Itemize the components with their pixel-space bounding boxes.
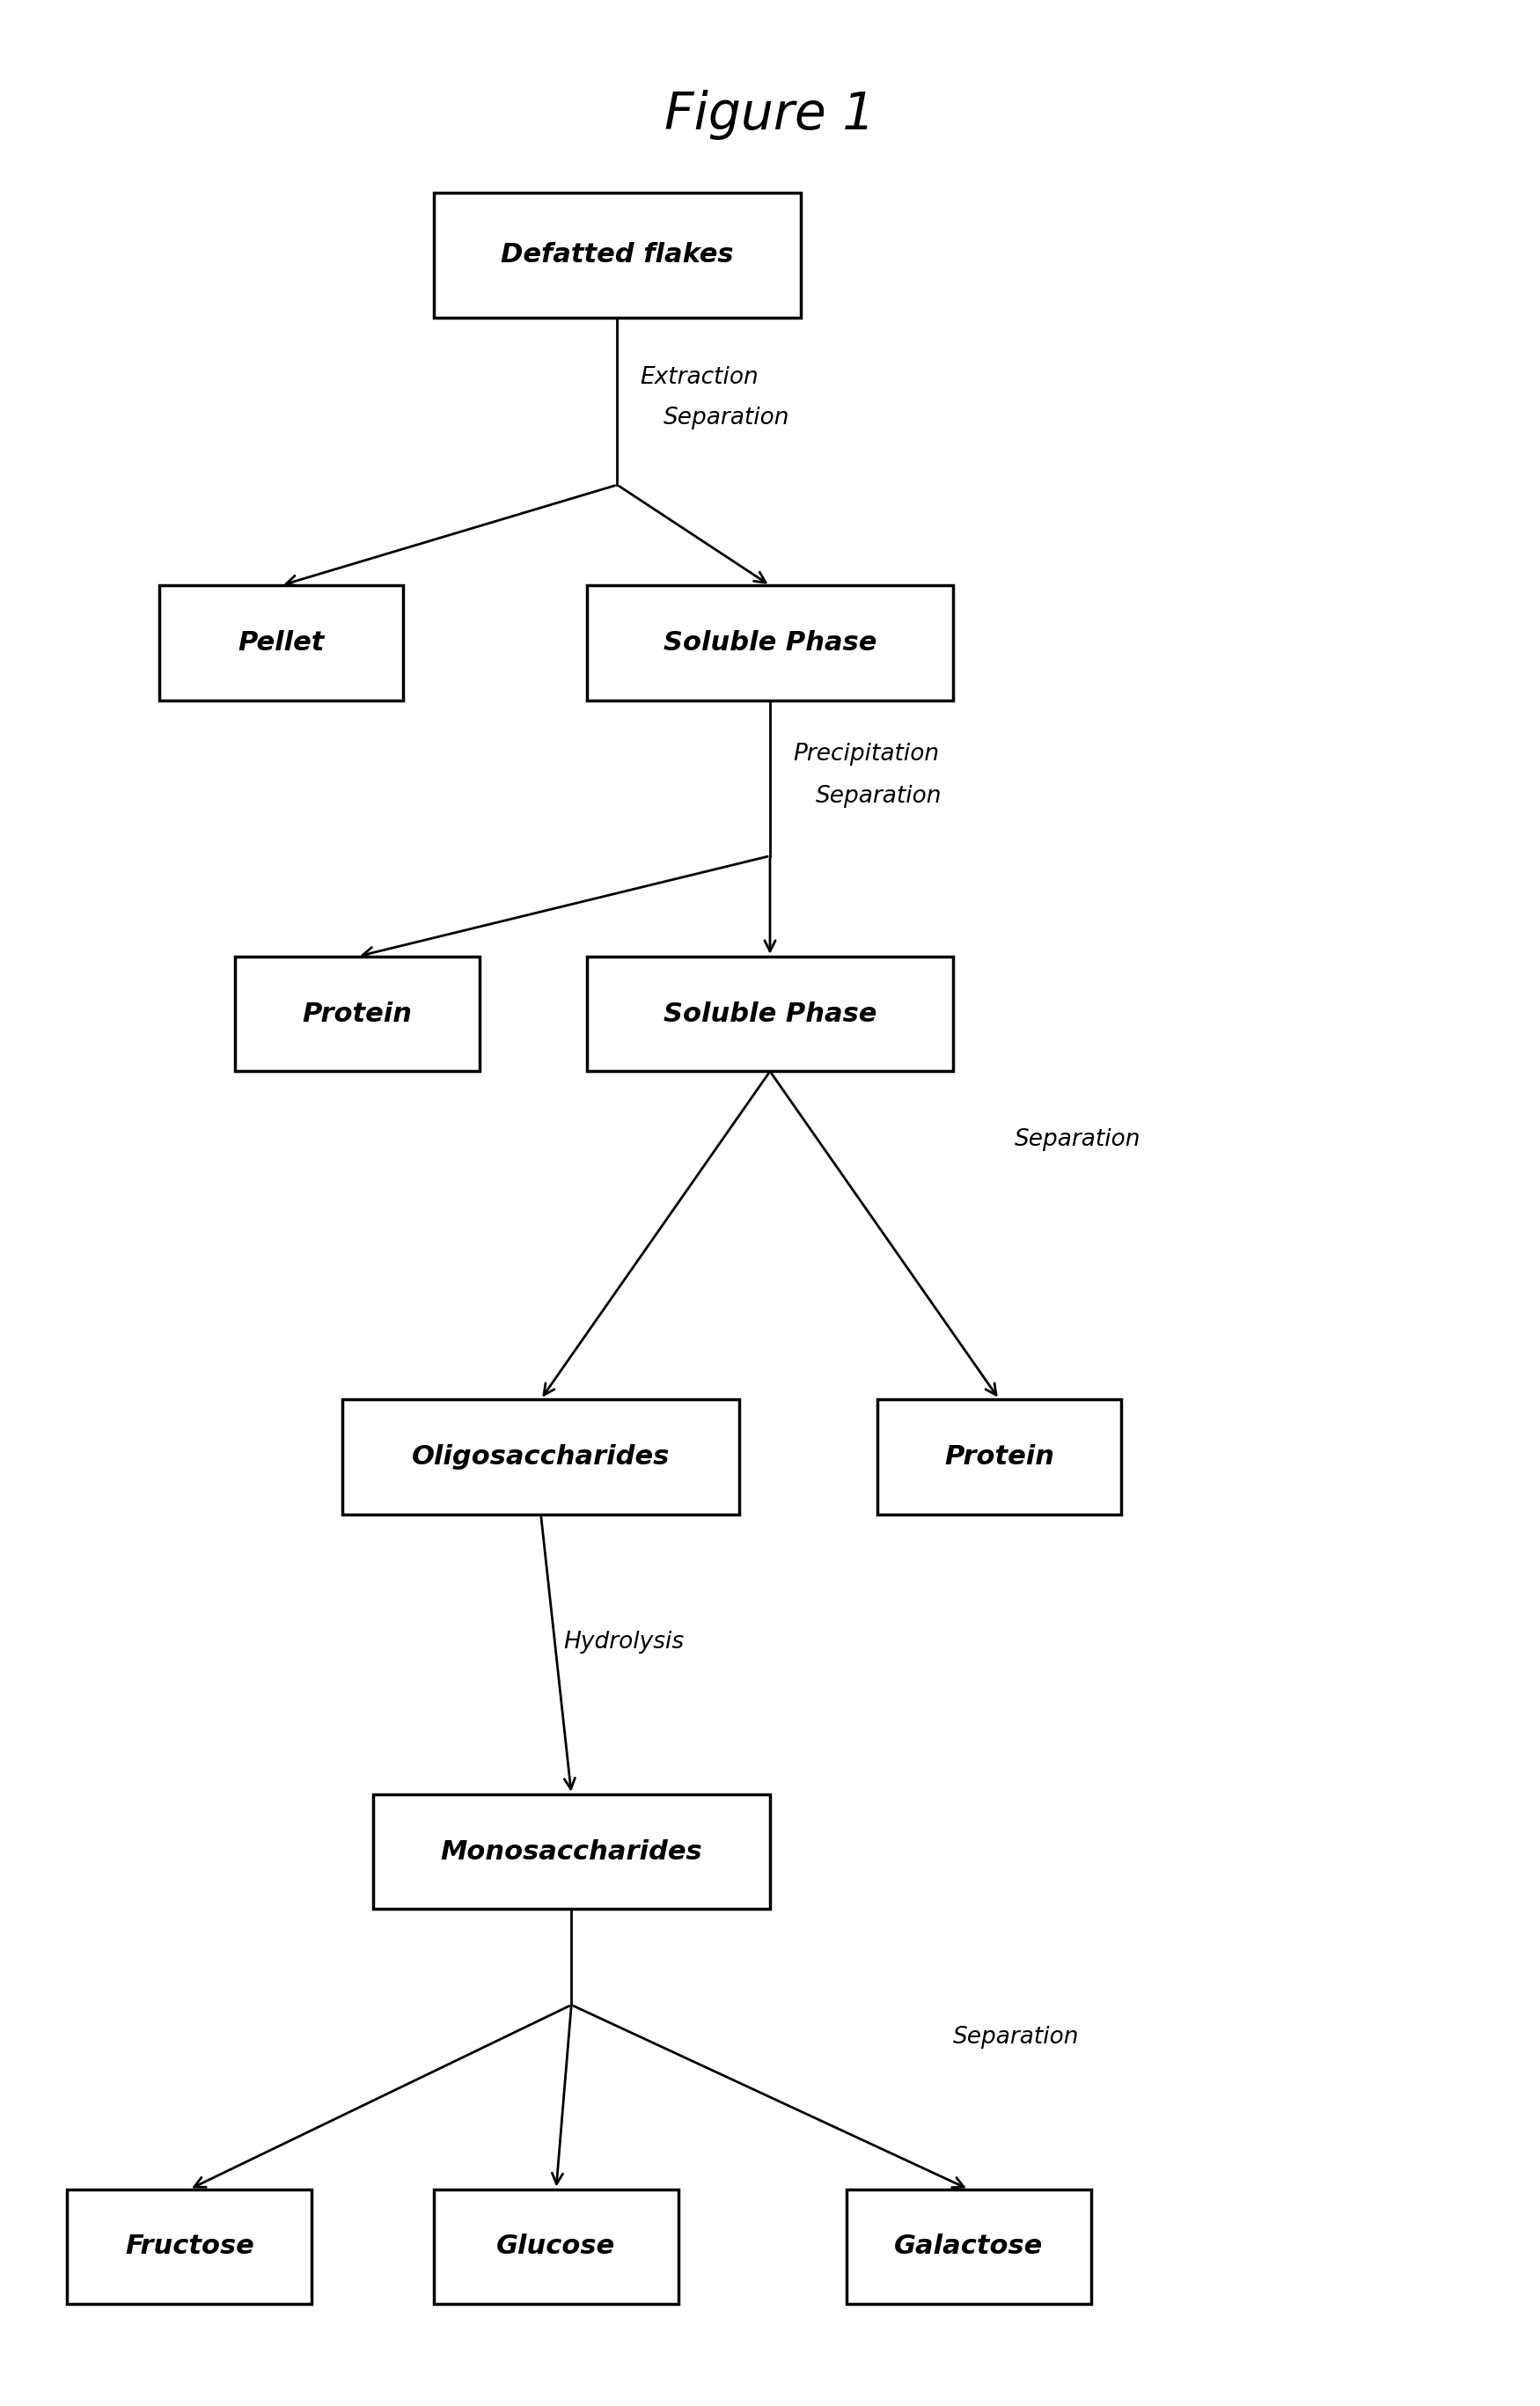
Text: Precipitation: Precipitation <box>793 743 939 765</box>
FancyBboxPatch shape <box>587 958 953 1071</box>
Text: Galactose: Galactose <box>895 2233 1043 2259</box>
Text: Figure 1: Figure 1 <box>665 89 875 140</box>
FancyBboxPatch shape <box>68 2189 311 2305</box>
Text: Separation: Separation <box>664 407 790 428</box>
Text: Monosaccharides: Monosaccharides <box>440 1838 702 1865</box>
Text: Hydrolysis: Hydrolysis <box>564 1631 684 1653</box>
FancyBboxPatch shape <box>587 585 953 700</box>
FancyBboxPatch shape <box>159 585 403 700</box>
FancyBboxPatch shape <box>373 1795 770 1910</box>
Text: Protein: Protein <box>302 1001 413 1027</box>
Text: Oligosaccharides: Oligosaccharides <box>411 1444 670 1470</box>
Text: Separation: Separation <box>1015 1128 1141 1150</box>
FancyBboxPatch shape <box>236 958 480 1071</box>
Text: Soluble Phase: Soluble Phase <box>664 1001 876 1027</box>
Text: Soluble Phase: Soluble Phase <box>664 630 876 654</box>
Text: Pellet: Pellet <box>237 630 325 654</box>
Text: Protein: Protein <box>944 1444 1055 1470</box>
Text: Separation: Separation <box>816 784 942 808</box>
Text: Extraction: Extraction <box>641 366 759 390</box>
FancyBboxPatch shape <box>876 1400 1121 1513</box>
FancyBboxPatch shape <box>434 2189 678 2305</box>
Text: Separation: Separation <box>953 2026 1080 2048</box>
Text: Glucose: Glucose <box>497 2233 616 2259</box>
FancyBboxPatch shape <box>434 192 801 318</box>
Text: Defatted flakes: Defatted flakes <box>500 243 733 267</box>
FancyBboxPatch shape <box>342 1400 739 1513</box>
Text: Fructose: Fructose <box>125 2233 254 2259</box>
FancyBboxPatch shape <box>847 2189 1090 2305</box>
